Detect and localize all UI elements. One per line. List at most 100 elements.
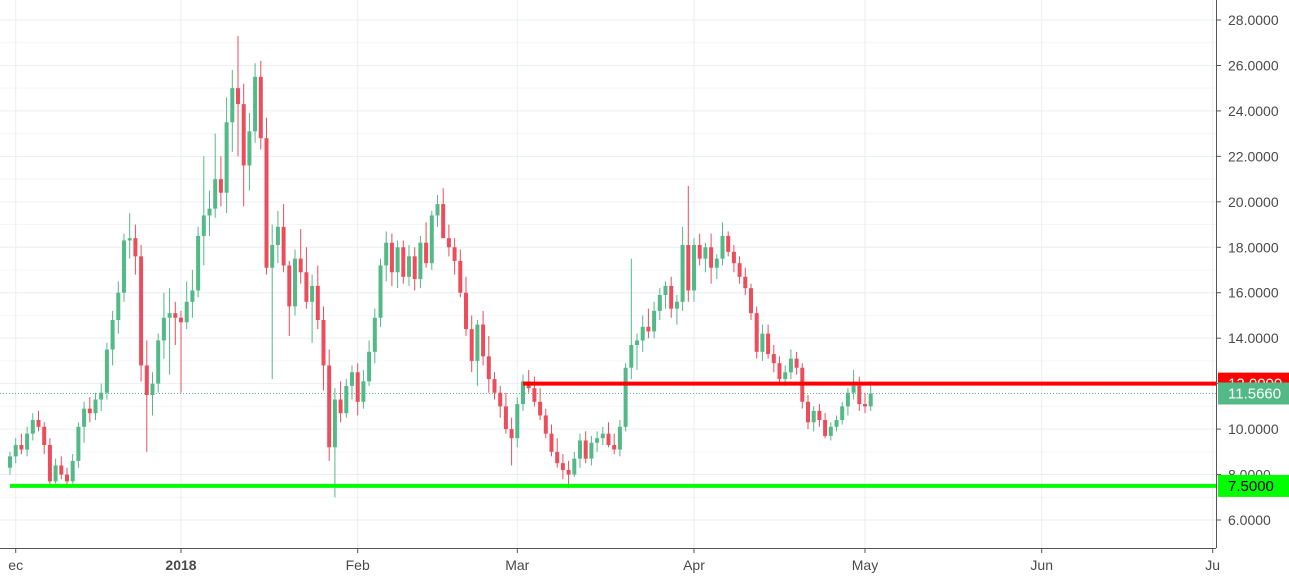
candle-body <box>8 456 12 468</box>
candle-body <box>486 356 491 380</box>
candle <box>310 274 315 343</box>
candle <box>361 370 366 409</box>
candle-body <box>515 404 520 439</box>
candle-body <box>464 292 468 330</box>
candle <box>617 420 622 457</box>
candle-body <box>646 326 651 332</box>
candle-body <box>441 204 446 239</box>
candle <box>82 401 87 443</box>
candle <box>452 238 457 275</box>
candle <box>344 379 349 418</box>
candle <box>30 413 35 441</box>
candle-body <box>36 420 41 427</box>
candle <box>161 292 166 359</box>
candle-body <box>150 383 155 395</box>
candle-body <box>190 290 195 302</box>
candle <box>36 410 41 432</box>
candle <box>469 315 474 373</box>
candle <box>612 433 617 455</box>
candle-body <box>635 340 639 345</box>
candle-body <box>367 351 372 382</box>
candle <box>264 117 269 275</box>
candle-body <box>25 433 30 450</box>
candle-body <box>82 408 87 427</box>
candle-body <box>617 426 622 450</box>
candle-body <box>275 226 280 245</box>
candle <box>532 376 537 407</box>
candle-body <box>104 349 109 393</box>
candle <box>492 372 497 400</box>
candle-body <box>389 242 394 273</box>
candle-body <box>640 326 645 341</box>
candle-body <box>13 445 18 457</box>
candle-body <box>623 367 628 427</box>
candle <box>521 374 525 411</box>
candle <box>87 397 92 423</box>
y-tick-label: 26.0000 <box>1228 57 1279 73</box>
x-axis-ticks: ec 2018 Feb Mar Apr May Jun Ju <box>8 548 1220 573</box>
candle-body <box>201 215 206 236</box>
candle <box>811 406 816 432</box>
y-axis-ticks: 6.00008.000010.000012.000014.000016.0000… <box>1216 12 1279 528</box>
candle-body <box>823 420 828 436</box>
candle-body <box>863 404 867 407</box>
candle-body <box>236 88 240 105</box>
candle <box>418 235 423 289</box>
candle-body <box>589 442 594 459</box>
candle <box>258 60 263 150</box>
support-badge-box <box>1218 474 1289 497</box>
candle-body <box>595 438 600 443</box>
candle-body <box>298 258 303 273</box>
candle <box>327 349 332 461</box>
candle <box>475 320 480 386</box>
candle <box>25 426 30 457</box>
candle <box>384 231 389 282</box>
candle-body <box>435 204 440 216</box>
candle-body <box>709 247 714 268</box>
candle <box>230 70 235 152</box>
candle-body <box>703 247 708 259</box>
candle-body <box>566 470 571 475</box>
candle-body <box>737 263 742 277</box>
candle <box>435 195 440 227</box>
candle-body <box>315 285 320 320</box>
candle <box>498 385 503 418</box>
candle-body <box>532 388 537 402</box>
candle-body <box>811 410 816 423</box>
candle <box>236 35 240 157</box>
candle <box>19 433 24 455</box>
candle-body <box>42 426 47 445</box>
candle <box>777 356 782 384</box>
candle <box>401 240 406 284</box>
candle-body <box>338 399 343 414</box>
candle <box>167 288 172 375</box>
candle-body <box>817 410 822 420</box>
candle-body <box>412 256 417 280</box>
candle <box>669 276 674 318</box>
y-tick-label: 6.0000 <box>1228 512 1271 528</box>
candle <box>122 233 126 302</box>
candle-body <box>401 247 406 277</box>
candle-body <box>760 333 765 352</box>
candle-body <box>543 415 548 434</box>
candle <box>503 392 508 434</box>
candle <box>560 454 565 480</box>
candle <box>828 422 833 441</box>
candle <box>293 249 297 316</box>
candle-body <box>116 292 121 320</box>
candle <box>692 238 696 302</box>
candle <box>372 308 377 364</box>
candle <box>144 340 149 452</box>
candle <box>629 258 634 380</box>
current-price-badge-box <box>1218 382 1289 405</box>
candle-body <box>777 363 782 380</box>
candle <box>441 188 446 239</box>
candle <box>93 392 98 420</box>
candle-body <box>680 245 685 302</box>
candle <box>794 351 799 375</box>
candle-body <box>851 385 856 393</box>
candle <box>709 233 714 284</box>
candle-body <box>475 324 480 361</box>
y-tick-label: 18.0000 <box>1228 239 1279 255</box>
